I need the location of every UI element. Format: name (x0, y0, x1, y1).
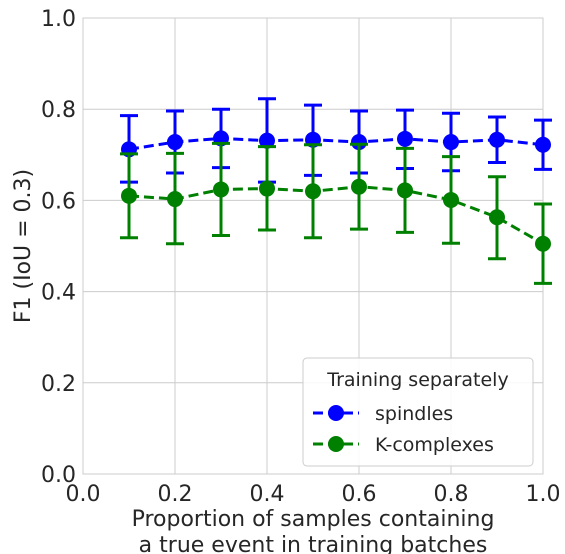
data-point (443, 191, 459, 208)
y-axis-label: F1 (IoU = 0.3) (11, 169, 36, 323)
series-layer (120, 97, 552, 285)
x-tick-label: 0.6 (342, 482, 377, 507)
data-point (489, 209, 505, 226)
data-point (167, 134, 183, 151)
y-tick-label: 0.4 (41, 281, 76, 306)
x-tick-label: 1.0 (526, 482, 561, 507)
legend-marker (328, 405, 344, 421)
data-point (489, 131, 505, 148)
y-tick-label: 0.2 (41, 372, 76, 397)
legend-entry: K-complexes (313, 434, 494, 456)
series-spindles (120, 97, 552, 184)
data-point (305, 183, 321, 200)
data-point (397, 182, 413, 199)
data-point (351, 134, 367, 151)
y-tick-label: 0.6 (41, 189, 76, 214)
legend-box (302, 357, 534, 467)
legend-label: spindles (375, 403, 453, 425)
x-tick-label: 0.2 (158, 482, 193, 507)
data-point (167, 191, 183, 208)
data-point (443, 134, 459, 151)
data-point (397, 130, 413, 147)
data-point (535, 136, 551, 153)
series-line (128, 136, 544, 151)
x-axis-label-line-1: Proportion of samples containing (132, 507, 495, 532)
legend-label: K-complexes (375, 434, 494, 456)
series-k-complexes (120, 141, 552, 285)
legend-marker (328, 436, 344, 452)
data-point (121, 187, 137, 204)
data-point (259, 132, 275, 149)
legend: Training separately spindles K-complexes (302, 357, 534, 467)
data-point (535, 235, 551, 252)
x-tick-label: 0.8 (434, 482, 469, 507)
series-line (128, 185, 544, 246)
legend-entries: spindles K-complexes (313, 403, 494, 456)
y-tick-label: 0.0 (41, 463, 76, 488)
legend-title: Training separately (326, 369, 508, 391)
y-tick-label: 1.0 (41, 7, 76, 32)
data-point (351, 178, 367, 195)
x-tick-label: 0.0 (66, 482, 101, 507)
data-point (259, 180, 275, 197)
y-tick-label: 0.8 (41, 98, 76, 123)
tick-labels: 0.0 0.2 0.4 0.6 0.8 1.0 0.0 0.2 0.4 0.6 0.8 1.0 (41, 7, 561, 507)
legend-entry: spindles (313, 403, 453, 425)
x-axis-label-line-2: a true event in training batches (139, 533, 488, 554)
x-tick-label: 0.4 (250, 482, 285, 507)
data-point (213, 181, 229, 198)
